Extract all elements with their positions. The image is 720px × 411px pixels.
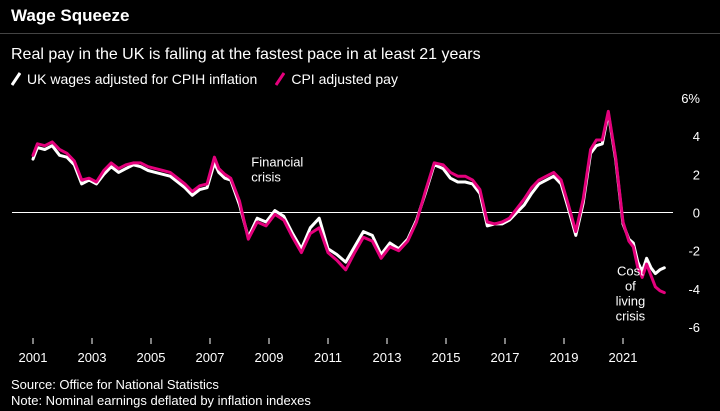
x-tick-label: 2011 [314,350,342,365]
x-tick-label: 2021 [609,350,638,365]
series-layer [31,109,666,295]
legend-swatch-cpi [275,72,286,86]
series-line-cpi [31,109,666,295]
annotations: Financial crisis Cost of living crisis [251,155,645,324]
x-tick-label: 2017 [491,350,520,365]
y-tick-label: 6% [681,91,700,106]
y-tick-label: -6 [688,320,700,335]
y-tick-label: -2 [688,244,700,259]
footnote: Note: Nominal earnings deflated by infla… [11,393,311,408]
annotation-cost-of-living: Cost of living crisis [616,263,646,323]
legend-swatch-wages [11,72,21,86]
y-tick-label: 2 [693,167,700,182]
title-divider [0,33,720,34]
legend-label-cpi: CPI adjusted pay [291,71,398,87]
legend-label-wages: UK wages adjusted for CPIH inflation [27,71,258,87]
annotation-financial-crisis: Financial crisis [251,155,303,185]
y-tick-label: 4 [693,129,700,144]
x-tick-label: 2005 [137,350,166,365]
x-tick-label: 2013 [373,350,402,365]
x-axis: 2001 2003 2005 2007 2009 2011 2013 2015 2017 2019… [19,338,638,365]
series-line-wages [31,111,666,276]
x-tick-label: 2015 [432,350,461,365]
y-tick-label: 0 [693,206,700,221]
y-tick-label: -4 [688,282,700,297]
legend-item-wages: UK wages adjusted for CPIH inflation [11,71,257,87]
legend: UK wages adjusted for CPIH inflation CPI… [11,71,416,87]
chart-subtitle: Real pay in the UK is falling at the fas… [11,46,481,63]
y-axis: 6% 4 2 0 -2 -4 -6 [681,91,700,335]
x-tick-label: 2019 [550,350,579,365]
chart-title: Wage Squeeze [11,6,130,25]
x-tick-label: 2007 [196,350,225,365]
x-tick-label: 2003 [78,350,107,365]
source-note: Source: Office for National Statistics [11,377,219,392]
x-tick-label: 2001 [19,350,48,365]
x-tick-label: 2009 [255,350,284,365]
legend-item-cpi: CPI adjusted pay [275,71,398,87]
